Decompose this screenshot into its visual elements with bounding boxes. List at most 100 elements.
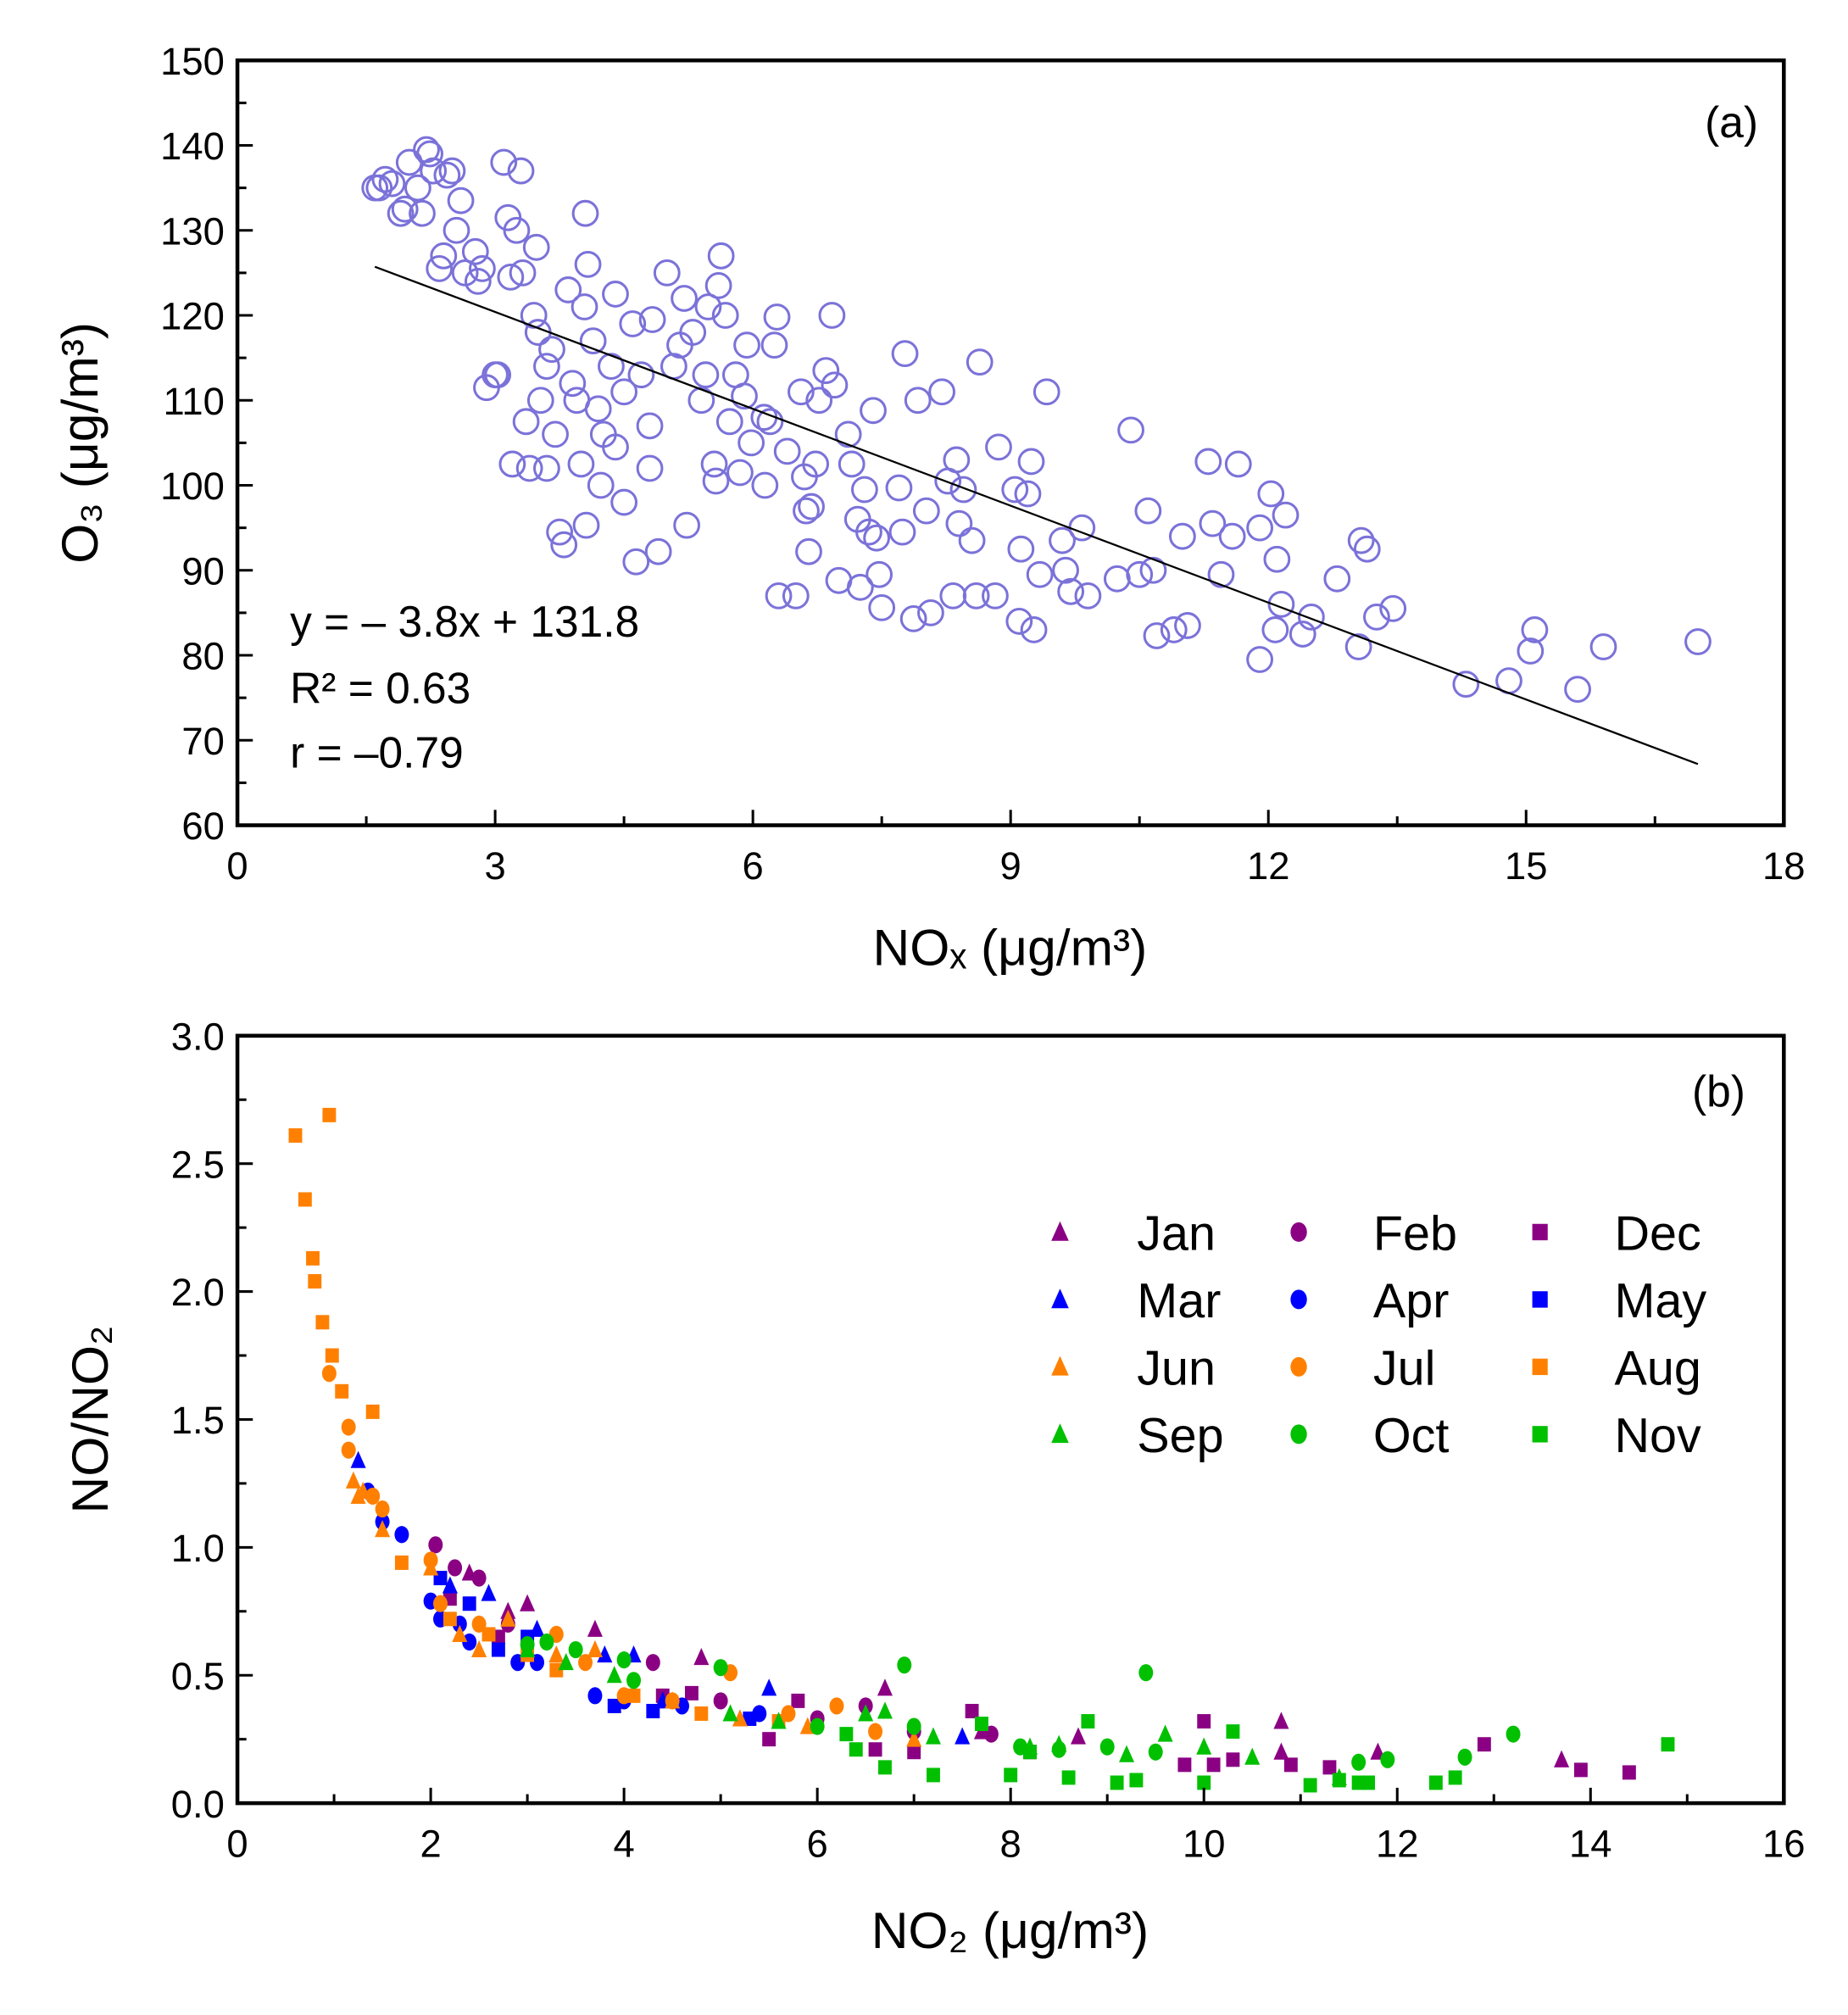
data-point [572, 511, 600, 539]
data-point-oct [520, 1635, 535, 1654]
a-y-tick-label: 100 [160, 465, 225, 508]
data-point-feb [645, 1654, 660, 1672]
data-point [1194, 448, 1222, 476]
data-point [404, 174, 431, 202]
data-point [610, 378, 638, 406]
data-point [610, 488, 638, 516]
panel-a-points [361, 136, 1712, 704]
data-point [700, 450, 728, 478]
data-point [1103, 565, 1131, 593]
panel-a-o3-vs-nox: 0 3 6 9 12 15 18 60 70 80 90 100 110 120 130 140 150 (a)… [51, 40, 1806, 977]
a-y-tick-label: 150 [160, 40, 225, 83]
data-point-jun [452, 1624, 468, 1642]
data-point [512, 408, 540, 436]
data-point [687, 387, 715, 415]
data-point [888, 518, 916, 546]
data-point-dec [1477, 1737, 1491, 1752]
data-point-dec [1197, 1714, 1211, 1729]
data-point [660, 353, 687, 381]
a-x-tick-label: 0 [226, 844, 248, 888]
data-point [443, 216, 470, 244]
data-point [1049, 526, 1076, 554]
data-point [1323, 565, 1351, 593]
data-point-dec [762, 1732, 776, 1747]
data-point [834, 420, 862, 448]
data-point [1353, 535, 1381, 563]
data-point [638, 306, 666, 333]
data-point-aug [308, 1274, 322, 1289]
data-point [391, 195, 419, 223]
data-point-oct [897, 1656, 912, 1674]
data-point [885, 474, 913, 502]
panel-b-axes: 0 2 4 6 8 10 12 14 16 0.0 0.5 1.0 1.5 2.0 2.5 3.0 [171, 1015, 1806, 1865]
data-point [378, 170, 406, 198]
data-point [1052, 556, 1079, 584]
data-point [602, 433, 629, 461]
legend-label-jun: Jun [1137, 1342, 1216, 1396]
data-point-oct [1051, 1740, 1066, 1758]
data-point [793, 497, 820, 525]
data-point [1074, 582, 1102, 610]
data-point-sep [877, 1701, 893, 1719]
data-point [447, 186, 475, 214]
data-point-aug [298, 1192, 312, 1207]
data-point [1139, 556, 1167, 584]
data-point [464, 268, 492, 295]
b-y-tick-label: 3.0 [171, 1015, 225, 1058]
data-point-nov [1226, 1724, 1240, 1739]
data-point [1452, 671, 1480, 699]
data-point [805, 387, 833, 415]
data-point [917, 598, 944, 626]
regression-line [374, 265, 1699, 765]
legend-marker-apr [1290, 1289, 1307, 1310]
panel-b-points [288, 1107, 1675, 1793]
legend-marker-feb [1290, 1222, 1307, 1242]
data-point-dec [965, 1703, 979, 1718]
data-point-nov [1361, 1775, 1375, 1790]
data-point-sep [606, 1666, 622, 1684]
data-point [1020, 616, 1048, 643]
data-point-sep [925, 1727, 941, 1745]
data-point-nov [1197, 1775, 1211, 1790]
a-y-tick-label: 120 [160, 295, 225, 338]
data-point [958, 526, 986, 554]
data-point-sep [1118, 1745, 1135, 1762]
data-point [526, 387, 554, 415]
data-point-aug [288, 1128, 303, 1143]
data-point-nov [1428, 1775, 1443, 1790]
data-point-mar [761, 1678, 777, 1696]
data-point [1057, 577, 1085, 605]
data-point-feb [471, 1569, 487, 1587]
data-point-mar [442, 1576, 458, 1594]
data-point [843, 505, 871, 533]
data-point-jul [341, 1418, 356, 1436]
data-point-jun [548, 1645, 565, 1663]
data-point-oct [1099, 1738, 1115, 1756]
data-point [644, 537, 672, 565]
data-point [711, 302, 739, 329]
data-point [587, 471, 615, 499]
data-point-dec [1283, 1757, 1298, 1773]
data-point-apr [394, 1526, 409, 1544]
data-point-oct [1380, 1751, 1395, 1768]
data-point [507, 157, 535, 185]
data-point [361, 174, 389, 202]
data-point [1005, 608, 1033, 635]
data-point [945, 509, 973, 537]
data-point [1564, 676, 1591, 704]
data-point [726, 459, 754, 487]
data-point [538, 336, 565, 364]
data-point [438, 157, 466, 185]
data-point [738, 429, 765, 457]
data-point [559, 370, 587, 398]
data-point-jul [375, 1500, 390, 1518]
data-point [1143, 622, 1171, 649]
data-point [602, 281, 629, 308]
data-point [584, 395, 612, 423]
data-point-may [462, 1596, 476, 1611]
legend-label-aug: Aug [1614, 1342, 1700, 1396]
correlation-r: r = –0.79 [290, 727, 464, 776]
data-point [1267, 590, 1295, 618]
data-point [763, 303, 791, 331]
